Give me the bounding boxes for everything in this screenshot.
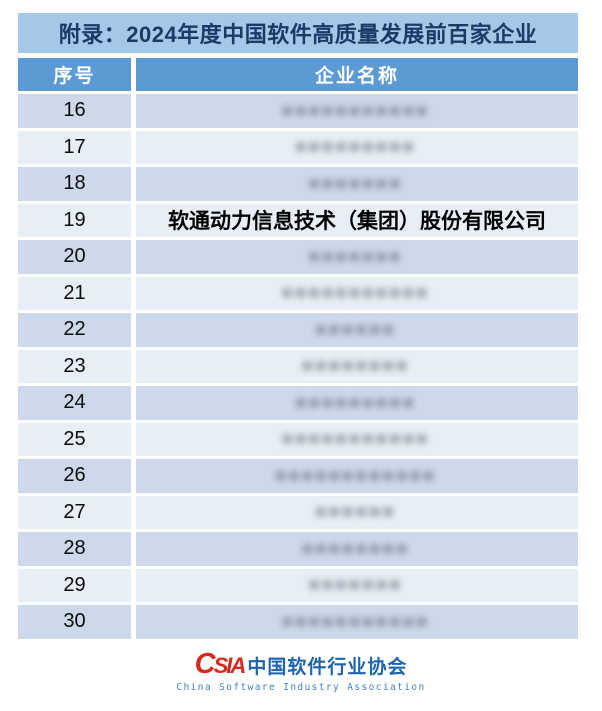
company-name-redacted: ■■■■■■: [316, 503, 398, 520]
csia-logo: CSIA 中国软件行业协会 China Software Industry As…: [0, 650, 602, 694]
company-name-redacted: ■■■■■■■■■■■: [282, 612, 432, 629]
company-name-cell: ■■■■■■■■■■■: [136, 422, 578, 456]
column-header-number-label: 序号: [53, 66, 96, 87]
company-name-cell: 软通动力信息技术（集团）股份有限公司: [136, 203, 578, 237]
table-row: 16 ■■■■■■■■■■■: [18, 94, 578, 128]
company-name-cell: ■■■■■■■■■: [136, 130, 578, 164]
row-number: 17: [18, 130, 131, 164]
row-number: 30: [18, 605, 131, 639]
company-name-redacted: ■■■■■■■■■■■: [282, 101, 432, 118]
company-name-redacted: ■■■■■■■■■: [296, 393, 418, 410]
row-number: 25: [18, 422, 131, 456]
csia-letters-sia: SIA: [213, 653, 247, 678]
table-row: 26 ■■■■■■■■■■■■: [18, 459, 578, 493]
csia-letter-c: C: [194, 648, 216, 680]
page-title-text: 附录：2024年度中国软件高质量发展前百家企业: [58, 22, 538, 47]
company-name-cell: ■■■■■■■: [136, 167, 578, 201]
row-number: 20: [18, 240, 131, 274]
company-name-redacted: ■■■■■■■■: [303, 357, 411, 374]
company-name-redacted: ■■■■■■: [316, 320, 398, 337]
table-row: 20 ■■■■■■■: [18, 240, 578, 274]
company-name-redacted: ■■■■■■■: [309, 576, 405, 593]
company-name-cell: ■■■■■■: [136, 495, 578, 529]
csia-logo-wordmark: CSIA 中国软件行业协会: [0, 650, 602, 679]
row-number: 27: [18, 495, 131, 529]
row-number: 22: [18, 313, 131, 347]
company-name-cell: ■■■■■■■■■: [136, 386, 578, 420]
company-name-cell: ■■■■■■■: [136, 240, 578, 274]
row-number: 24: [18, 386, 131, 420]
table-row: 22 ■■■■■■: [18, 313, 578, 347]
company-name-cell: ■■■■■■■■■■■■: [136, 459, 578, 493]
table-header-row: 序号 企业名称: [18, 58, 578, 91]
table-row: 24 ■■■■■■■■■: [18, 386, 578, 420]
table-row: 30 ■■■■■■■■■■■: [18, 605, 578, 639]
column-header-company-label: 企业名称: [314, 66, 399, 87]
column-header-company: 企业名称: [136, 58, 578, 91]
row-number: 28: [18, 532, 131, 566]
association-name-en: China Software Industry Association: [176, 682, 426, 693]
company-name-cell: ■■■■■■■■■■■: [136, 605, 578, 639]
table-row: 19 软通动力信息技术（集团）股份有限公司: [18, 203, 578, 237]
company-name-cell: ■■■■■■■: [136, 568, 578, 602]
row-number: 16: [18, 94, 131, 128]
row-number: 21: [18, 276, 131, 310]
table-row: 27 ■■■■■■: [18, 495, 578, 529]
company-name-cell: ■■■■■■: [136, 313, 578, 347]
row-number: 29: [18, 568, 131, 602]
appendix-table: 附录：2024年度中国软件高质量发展前百家企业 序号 企业名称 16 ■■■■■■…: [18, 13, 578, 639]
table-body: 16 ■■■■■■■■■■■ 17 ■■■■■■■■■ 18 ■■■■■■■ 19 软通动力信…: [18, 94, 578, 639]
company-name-redacted: ■■■■■■■■■■■: [282, 430, 432, 447]
table-row: 18 ■■■■■■■: [18, 167, 578, 201]
company-name-redacted: ■■■■■■■: [309, 247, 405, 264]
column-header-number: 序号: [18, 58, 131, 91]
row-number: 19: [18, 203, 131, 237]
page-title: 附录：2024年度中国软件高质量发展前百家企业: [18, 13, 578, 53]
csia-acronym-icon: CSIA: [194, 648, 247, 680]
company-name-redacted: ■■■■■■■■: [303, 539, 411, 556]
row-number: 23: [18, 349, 131, 383]
association-name-cn: 中国软件行业协会: [247, 657, 408, 678]
table-row: 23 ■■■■■■■■: [18, 349, 578, 383]
company-name-redacted: ■■■■■■■■■■■■: [276, 466, 438, 483]
table-row: 28 ■■■■■■■■: [18, 532, 578, 566]
table-row: 25 ■■■■■■■■■■■: [18, 422, 578, 456]
company-name-cell: ■■■■■■■■■■■: [136, 276, 578, 310]
row-number: 18: [18, 167, 131, 201]
table-row: 21 ■■■■■■■■■■■: [18, 276, 578, 310]
company-name-redacted: ■■■■■■■■■: [296, 138, 418, 155]
row-number: 26: [18, 459, 131, 493]
company-name: 软通动力信息技术（集团）股份有限公司: [168, 210, 546, 234]
table-row: 29 ■■■■■■■: [18, 568, 578, 602]
table-row: 17 ■■■■■■■■■: [18, 130, 578, 164]
company-name-redacted: ■■■■■■■: [309, 174, 405, 191]
company-name-cell: ■■■■■■■■: [136, 532, 578, 566]
company-name-cell: ■■■■■■■■: [136, 349, 578, 383]
company-name-cell: ■■■■■■■■■■■: [136, 94, 578, 128]
company-name-redacted: ■■■■■■■■■■■: [282, 284, 432, 301]
